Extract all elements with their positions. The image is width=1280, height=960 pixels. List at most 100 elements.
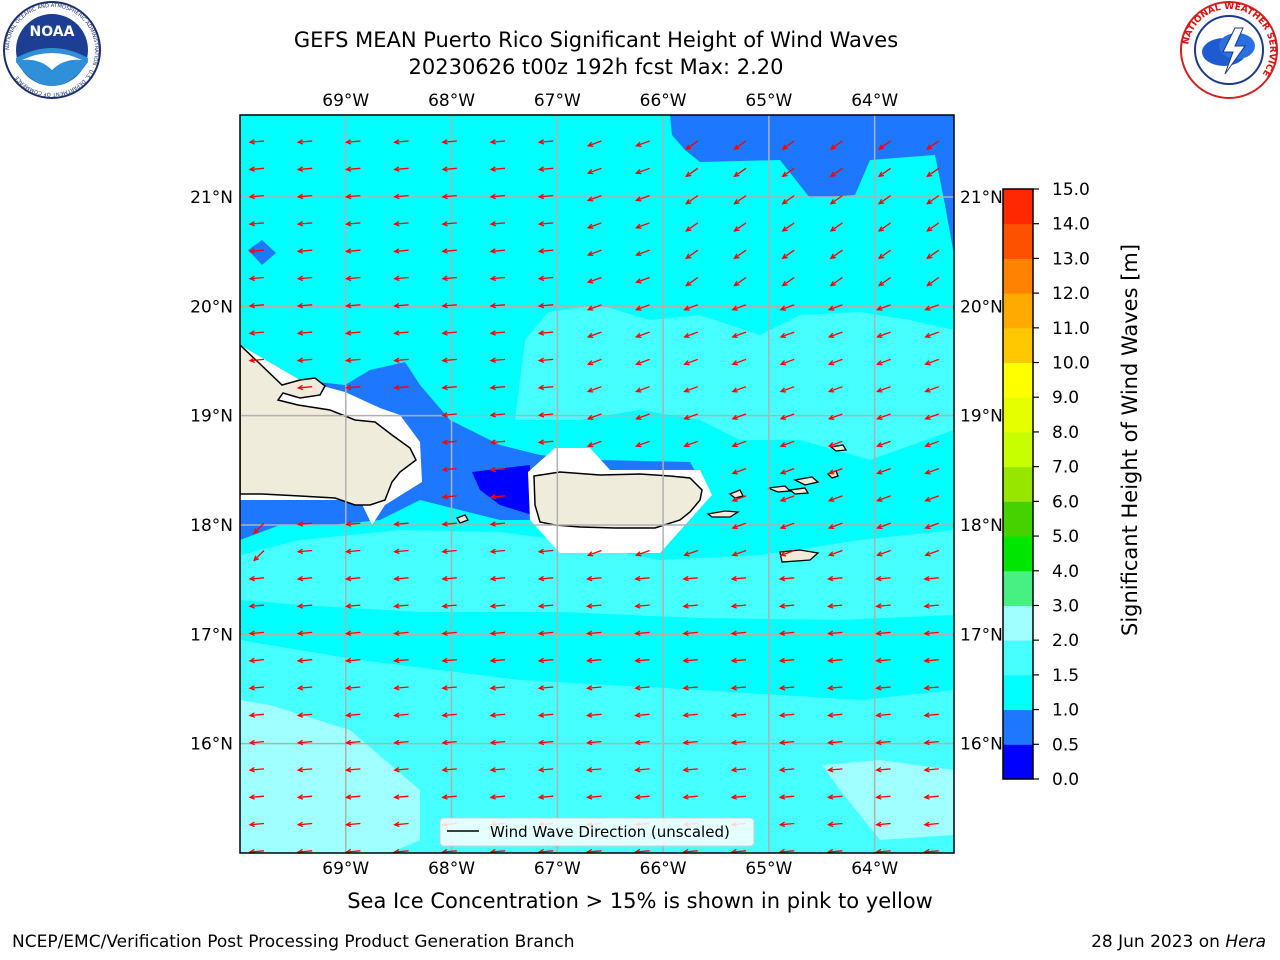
wind-arrow-head — [248, 794, 255, 800]
wind-arrow — [539, 740, 554, 744]
wind-arrow — [394, 358, 409, 362]
land-st-croix — [779, 549, 820, 563]
wind-arrow-head — [826, 657, 834, 664]
legend-label: Wind Wave Direction (unscaled) — [490, 823, 730, 841]
wind-arrow — [782, 276, 795, 287]
wind-arrow-head — [685, 144, 692, 150]
colorbar-segment — [1003, 536, 1033, 572]
wind-arrow-head — [441, 794, 448, 800]
wind-arrow-head — [876, 469, 883, 475]
wind-arrow — [780, 631, 795, 635]
wind-arrow — [636, 386, 650, 393]
wind-arrow-head — [683, 332, 690, 339]
wind-arrow — [780, 740, 795, 744]
wind-arrow — [731, 713, 747, 717]
wind-arrow — [635, 850, 650, 853]
wind-arrow-head — [248, 821, 255, 828]
wind-arrow-head — [779, 332, 787, 339]
wind-arrow — [828, 686, 843, 689]
wind-arrow — [249, 249, 265, 253]
wind-arrow-head — [826, 712, 834, 718]
wind-arrow-head — [585, 767, 593, 773]
wind-arrow-head — [441, 139, 448, 145]
wind-arrow-head — [876, 387, 883, 393]
wind-arrow — [539, 713, 554, 717]
wind-arrow — [924, 659, 939, 662]
wind-arrow-head — [441, 439, 448, 445]
wind-arrow-head — [634, 630, 641, 637]
wind-arrow — [782, 167, 795, 177]
wind-arrow-head — [827, 523, 835, 530]
wind-arrow-head — [731, 332, 738, 339]
wind-arrow-head — [924, 551, 931, 557]
wind-arrow-head — [296, 794, 304, 800]
wind-arrow — [539, 413, 554, 416]
wind-arrow — [587, 659, 602, 662]
wind-arrow-head — [393, 275, 400, 282]
wind-arrow — [828, 768, 843, 771]
wind-arrow-head — [248, 848, 255, 853]
wind-arrow-head — [923, 821, 930, 828]
wind-arrow-head — [586, 196, 594, 202]
wind-arrow-head — [685, 171, 692, 178]
lon-label: 64°W — [851, 859, 898, 879]
wind-arrow-head — [537, 439, 545, 445]
wind-arrow-head — [778, 575, 786, 582]
wind-arrow-head — [441, 848, 448, 853]
wind-arrow-head — [682, 603, 689, 609]
wind-arrow — [539, 604, 554, 607]
wind-arrow — [876, 604, 891, 607]
wind-arrow-head — [733, 280, 740, 287]
wind-arrow-head — [826, 685, 834, 691]
wind-arrow-head — [685, 198, 692, 205]
wind-arrow — [346, 604, 361, 607]
wind-arrow-head — [634, 848, 641, 853]
wind-arrow-head — [248, 630, 255, 637]
wind-arrow-head — [489, 221, 496, 227]
wind-arrow-head — [248, 275, 255, 282]
wind-arrow-head — [733, 144, 740, 150]
wind-arrow-head — [248, 739, 255, 746]
wind-arrow — [780, 495, 795, 502]
wind-arrow — [588, 222, 602, 229]
wind-arrow-head — [393, 384, 400, 391]
wind-arrow-head — [924, 332, 931, 339]
wind-arrow-head — [393, 302, 400, 309]
lat-labels-right: 21°N 20°N 19°N 18°N 17°N 16°N — [960, 188, 1003, 755]
wind-arrow-head — [682, 712, 689, 718]
footer-producer: NCEP/EMC/Verification Post Processing Pr… — [12, 932, 575, 952]
lat-label: 20°N — [190, 297, 233, 317]
wind-arrow-head — [731, 442, 738, 448]
wind-arrow — [876, 631, 891, 635]
wind-arrow — [490, 167, 506, 171]
wind-arrow-head — [537, 275, 545, 282]
wind-arrow — [924, 713, 939, 717]
wind-arrow-head — [924, 387, 931, 393]
wind-arrow-head — [489, 166, 496, 172]
wind-arrow-head — [537, 848, 544, 853]
colorbar-tick-label: 1.5 — [1052, 666, 1079, 686]
wind-arrow — [539, 795, 554, 799]
wind-arrow — [587, 686, 602, 689]
colorbar-segment — [1003, 397, 1033, 433]
wind-arrow — [587, 631, 602, 635]
wind-arrow — [539, 140, 554, 143]
wind-arrow-head — [683, 414, 690, 420]
wind-arrow — [442, 495, 457, 498]
wind-arrow-head — [489, 494, 496, 500]
wind-arrow-head — [537, 384, 545, 391]
wind-arrow — [635, 768, 650, 771]
wind-arrow-head — [730, 603, 737, 609]
wind-arrow — [780, 795, 795, 799]
wind-arrow — [442, 740, 457, 744]
wind-arrow-head — [537, 221, 545, 227]
wind-arrow — [298, 659, 313, 662]
wind-arrow — [346, 659, 361, 662]
wind-arrow — [830, 249, 843, 259]
wind-arrow — [346, 686, 361, 689]
wind-arrow-head — [634, 575, 641, 582]
wind-arrow — [636, 413, 650, 420]
wind-arrow — [346, 358, 361, 362]
wind-arrow-head — [344, 685, 352, 691]
wind-arrow-head — [248, 657, 255, 664]
